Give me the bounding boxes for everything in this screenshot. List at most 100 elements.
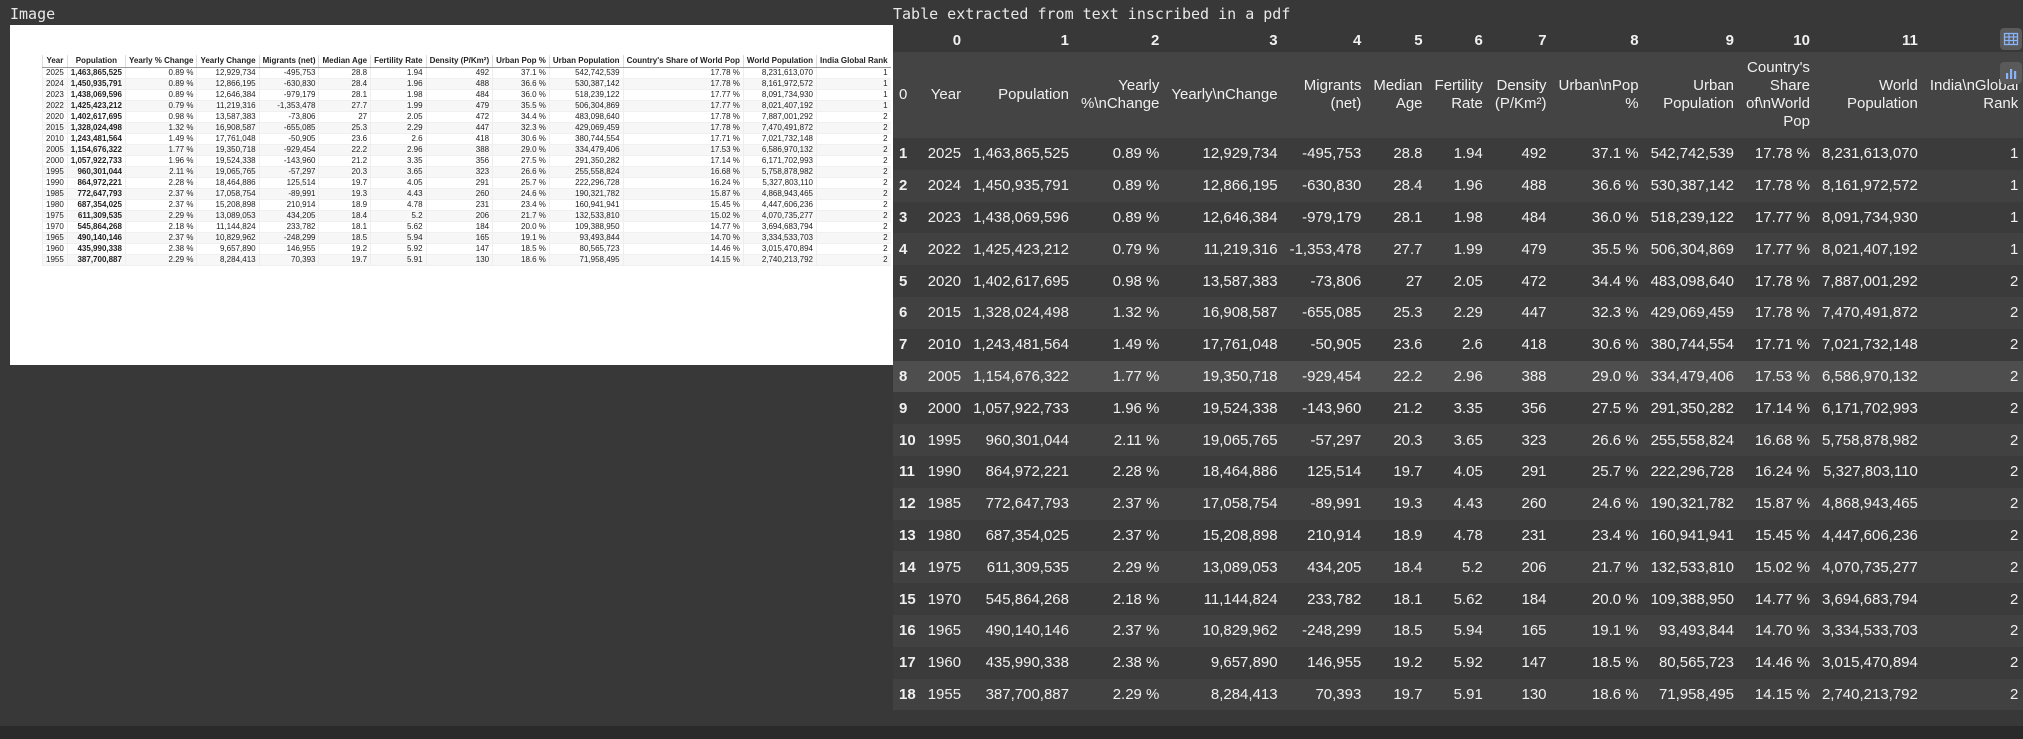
source-table-cell: 20.0 % xyxy=(492,221,550,233)
table-cell: -1,353,478 xyxy=(1283,233,1368,266)
table-cell: -495,753 xyxy=(1283,138,1368,170)
column-index[interactable]: 6 xyxy=(1428,28,1489,52)
column-index[interactable]: 8 xyxy=(1552,28,1645,52)
source-table-cell: 27.7 xyxy=(318,100,371,112)
source-table-cell: 5.62 xyxy=(370,221,427,233)
table-row[interactable]: 3 2023 1,438,069,596 0.89 % 12,646,384 -979,1… xyxy=(893,201,2023,234)
source-table-cell: 7,887,001,292 xyxy=(742,111,817,123)
table-cell: -248,299 xyxy=(1283,614,1368,647)
status-bar xyxy=(0,726,2023,739)
column-index[interactable]: 4 xyxy=(1283,28,1368,52)
source-table-row: 2005 1,154,676,322 1.77 % 19,350,718 -929,45… xyxy=(42,144,891,156)
table-cell: 18.5 xyxy=(1367,614,1429,647)
source-table-cell: 15.87 % xyxy=(622,188,744,200)
table-cell: -143,960 xyxy=(1283,392,1368,425)
source-table-cell: 2024 xyxy=(42,78,68,90)
source-table-cell: 2.38 % xyxy=(124,243,197,255)
table-cell: 1990 xyxy=(921,455,968,488)
source-table-cell: 1,057,922,733 xyxy=(66,155,126,167)
table-cell: 1,450,935,791 xyxy=(967,169,1075,202)
source-table-cell: 24.6 % xyxy=(492,188,550,200)
column-index[interactable]: 9 xyxy=(1644,28,1741,52)
chart-view-button[interactable] xyxy=(2000,62,2022,84)
table-row[interactable]: 1 2025 1,463,865,525 0.89 % 12,929,734 -495,7… xyxy=(893,138,2023,170)
table-row[interactable]: 17 1960 435,990,338 2.38 % 9,657,890 146,955 1… xyxy=(893,646,2023,679)
table-cell: 434,205 xyxy=(1283,551,1368,584)
table-cell: -655,085 xyxy=(1283,296,1368,329)
table-cell: 5.2 xyxy=(1428,551,1489,584)
table-cell: 18,464,886 xyxy=(1165,455,1284,488)
column-index[interactable]: 11 xyxy=(1815,28,1924,52)
source-table-cell: 19.7 xyxy=(318,254,371,266)
table-cell: 7,470,491,872 xyxy=(1815,296,1924,329)
source-table-cell: 1975 xyxy=(42,210,68,222)
table-row[interactable]: 15 1970 545,864,268 2.18 % 11,144,824 233,782… xyxy=(893,583,2023,615)
table-row[interactable]: 2 2024 1,450,935,791 0.89 % 12,866,195 -630,8… xyxy=(893,169,2023,202)
table-cell: 17.77 % xyxy=(1740,233,1816,266)
table-cell: 1.49 % xyxy=(1075,328,1166,361)
table-cell: 19.7 xyxy=(1367,678,1429,711)
source-table-cell: -50,905 xyxy=(258,133,319,145)
table-cell: 19.7 xyxy=(1367,455,1429,488)
source-table-cell: 687,354,025 xyxy=(66,199,126,211)
table-cell: 8,021,407,192 xyxy=(1815,233,1924,266)
table-cell: 36.6 % xyxy=(1552,169,1645,202)
table-cell: 2.29 xyxy=(1428,296,1489,329)
table-cell: 80,565,723 xyxy=(1644,646,1741,679)
row-index: 1 xyxy=(893,138,922,170)
table-row[interactable]: 9 2000 1,057,922,733 1.96 % 19,524,338 -143,9… xyxy=(893,392,2023,425)
table-cell: 1.96 xyxy=(1428,169,1489,202)
table-row[interactable]: 14 1975 611,309,535 2.29 % 13,089,053 434,205… xyxy=(893,551,2023,584)
table-row[interactable]: 8 2005 1,154,676,322 1.77 % 19,350,718 -929,4… xyxy=(893,360,2023,393)
source-table-cell: -57,297 xyxy=(258,166,319,178)
column-index[interactable]: 10 xyxy=(1740,28,1816,52)
column-index[interactable]: 2 xyxy=(1075,28,1166,52)
column-index[interactable]: 3 xyxy=(1165,28,1284,52)
table-cell: 21.7 % xyxy=(1552,551,1645,584)
source-table-cell: 434,205 xyxy=(258,210,319,222)
source-table-cell: 2.29 % xyxy=(124,210,197,222)
table-row[interactable]: 12 1985 772,647,793 2.37 % 17,058,754 -89,991… xyxy=(893,487,2023,520)
column-index[interactable]: 1 xyxy=(967,28,1075,52)
table-row[interactable]: 18 1955 387,700,887 2.29 % 8,284,413 70,393 19… xyxy=(893,678,2023,711)
table-cell: 3.35 xyxy=(1428,392,1489,425)
column-index[interactable]: 5 xyxy=(1367,28,1429,52)
source-table-cell: 22.2 xyxy=(318,144,371,156)
table-cell: 2,740,213,792 xyxy=(1815,678,1924,711)
source-table-cell: 165 xyxy=(425,232,493,244)
table-cell: 4,447,606,236 xyxy=(1815,519,1924,552)
table-row[interactable]: 4 2022 1,425,423,212 0.79 % 11,219,316 -1,353… xyxy=(893,233,2023,266)
table-row[interactable]: 16 1965 490,140,146 2.37 % 10,829,962 -248,29… xyxy=(893,614,2023,647)
table-cell: 506,304,869 xyxy=(1644,233,1741,266)
table-icon xyxy=(2003,32,2019,46)
table-view-button[interactable] xyxy=(2000,28,2022,50)
table-row[interactable]: 5 2020 1,402,617,695 0.98 % 13,587,383 -73,80… xyxy=(893,265,2023,297)
column-index[interactable]: 0 xyxy=(921,28,968,52)
table-row[interactable]: 13 1980 687,354,025 2.37 % 15,208,898 210,914… xyxy=(893,519,2023,552)
table-cell: 2 xyxy=(1923,551,2023,584)
table-cell: 16,908,587 xyxy=(1165,296,1284,329)
table-row[interactable]: 6 2015 1,328,024,498 1.32 % 16,908,587 -655,0… xyxy=(893,296,2023,329)
source-table-cell: 16.24 % xyxy=(622,177,744,189)
source-table-cell: 32.3 % xyxy=(492,122,550,134)
source-header-cell: Year xyxy=(42,55,68,68)
table-row[interactable]: 11 1990 864,972,221 2.28 % 18,464,886 125,514… xyxy=(893,455,2023,488)
source-table-cell: 3.65 xyxy=(370,166,427,178)
table-cell: 25.7 % xyxy=(1552,455,1645,488)
table-cell: 19,065,765 xyxy=(1165,424,1284,456)
table-cell: 14.15 % xyxy=(1740,678,1816,711)
table-row[interactable]: 10 1995 960,301,044 2.11 % 19,065,765 -57,297… xyxy=(893,424,2023,456)
source-table-cell: 2 xyxy=(815,243,891,255)
source-table-cell: 1 xyxy=(815,89,891,101)
table-cell: 26.6 % xyxy=(1552,424,1645,456)
column-index[interactable]: 7 xyxy=(1488,28,1553,52)
source-table-cell: 479 xyxy=(425,100,493,112)
table-row[interactable]: 7 2010 1,243,481,564 1.49 % 17,761,048 -50,90… xyxy=(893,328,2023,361)
table-cell: 1,243,481,564 xyxy=(967,328,1075,361)
source-table-cell: 492 xyxy=(425,67,493,79)
table-cell: 28.1 xyxy=(1367,201,1429,234)
table-cell: 19,524,338 xyxy=(1165,392,1284,425)
source-table-cell: 15.45 % xyxy=(622,199,744,211)
